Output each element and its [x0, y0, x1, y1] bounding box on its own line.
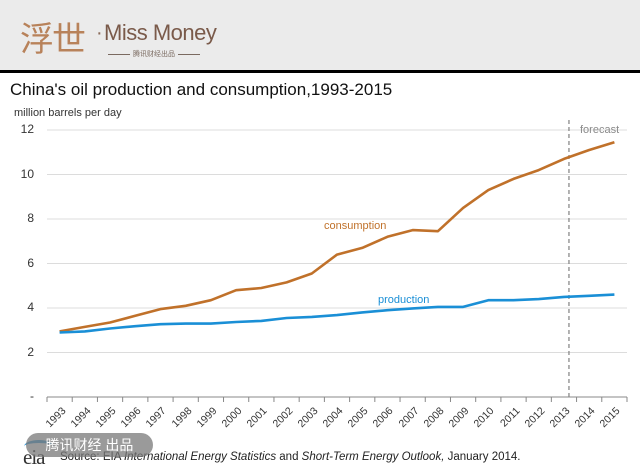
- source-note: Source: EIA International Energy Statist…: [60, 451, 521, 463]
- source-title-2: Short-Term Energy Outlook,: [301, 451, 445, 463]
- y-tick-label: -: [30, 389, 34, 403]
- header-banner: 浮世 · Miss Money 腾讯财经出品: [0, 0, 640, 70]
- tagline-rule-right: [178, 53, 200, 55]
- brand-logo-separator: ·: [96, 22, 103, 44]
- source-mid: and: [276, 451, 302, 463]
- y-tick-label: 4: [27, 300, 34, 314]
- tagline-text: 腾讯财经出品: [133, 51, 175, 58]
- source-title-1: International Energy Statistics: [123, 451, 277, 463]
- brand-tagline: 腾讯财经出品: [108, 49, 200, 59]
- y-tick-label: 6: [27, 255, 34, 270]
- source-suffix: January 2014.: [444, 451, 521, 463]
- tagline-rule-left: [108, 53, 130, 55]
- chart-title: China's oil production and consumption,1…: [10, 80, 393, 99]
- y-axis-label: million barrels per day: [14, 107, 122, 119]
- y-tick-label: 2: [27, 344, 34, 359]
- forecast-label: forecast: [580, 124, 620, 136]
- header-divider: [0, 70, 640, 73]
- series-label-consumption: consumption: [324, 220, 387, 232]
- brand-logo-english: Miss Money: [104, 20, 217, 45]
- y-tick-label: 8: [27, 211, 34, 225]
- brand-logo-chinese: 浮世: [20, 20, 86, 60]
- series-label-production: production: [378, 294, 430, 306]
- y-tick-label: 10: [20, 166, 34, 181]
- y-tick-label: 12: [20, 122, 34, 136]
- watermark-badge: 腾讯财经 出品: [26, 433, 153, 457]
- series-line-consumption: [59, 140, 615, 333]
